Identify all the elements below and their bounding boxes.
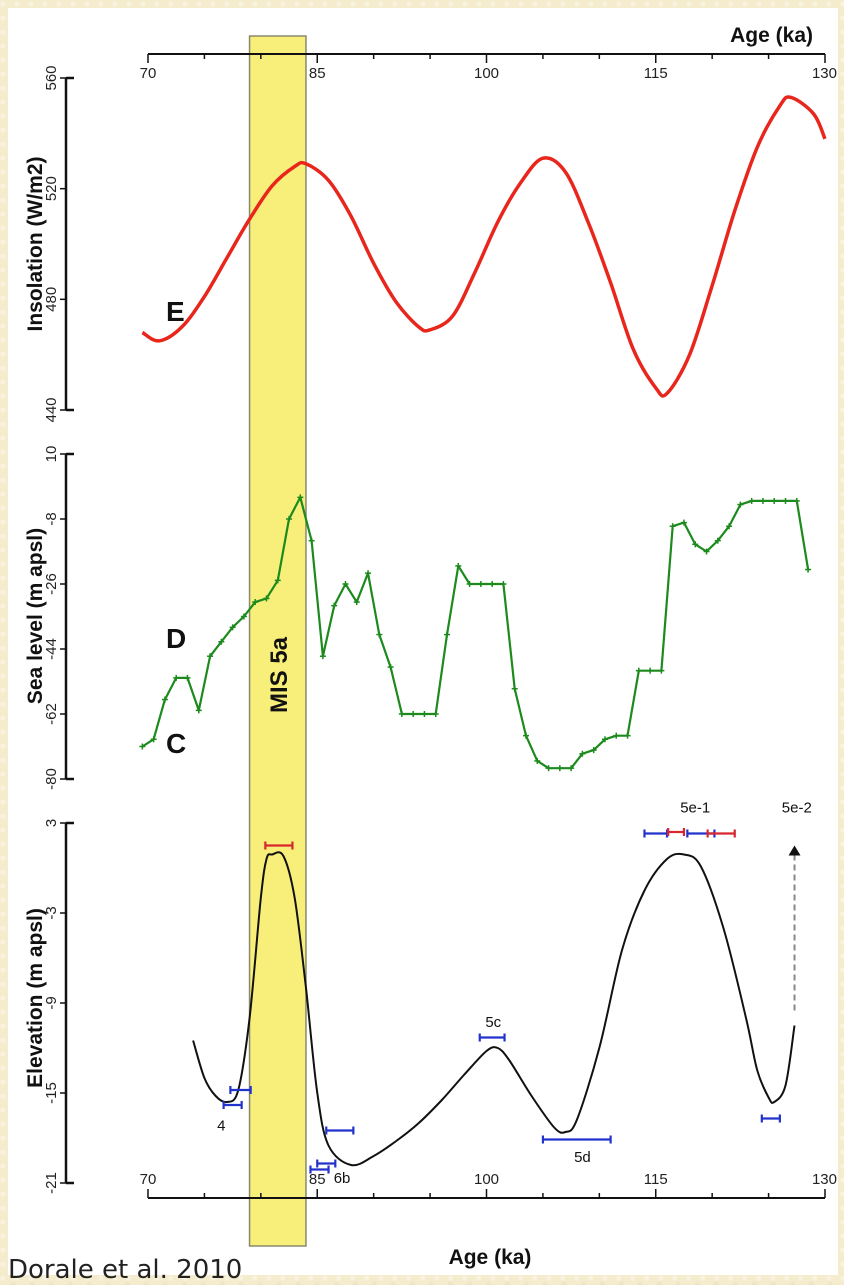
y-tick-label: -62 xyxy=(43,703,60,725)
x-tick-label: 100 xyxy=(474,1171,499,1188)
bottom-x-axis-title: Age (ka) xyxy=(449,1246,532,1269)
top-x-axis: 70 85 100 115 130 xyxy=(140,53,837,82)
y-tick-label: -21 xyxy=(43,1172,60,1194)
x-tick-label: 115 xyxy=(644,65,668,82)
y-tick-label: -44 xyxy=(43,638,60,660)
y-axis-title: Insolation (W/m2) xyxy=(24,157,47,332)
annotation-label: 6b xyxy=(334,1170,351,1187)
y-tick-label: -80 xyxy=(43,768,60,790)
y-tick-label: -15 xyxy=(43,1082,60,1104)
panel-d-sea-level: -80 -62 -44 -26 -8 10 Sea level (m apsl) D xyxy=(24,446,812,790)
x-tick-label: 85 xyxy=(309,1171,326,1188)
x-tick-label: 70 xyxy=(140,65,157,82)
figure-panel: MIS 5a 70 85 100 115 130 Age (ka) 70 85 100 115… xyxy=(8,8,838,1285)
y-tick-label: 3 xyxy=(43,819,60,827)
annotation-label: 5c xyxy=(485,1014,501,1031)
x-tick-label: 100 xyxy=(474,65,499,82)
y-tick-label: -3 xyxy=(43,906,60,919)
series-line xyxy=(141,95,827,398)
y-tick-label: 480 xyxy=(43,287,60,312)
y-tick-label: 440 xyxy=(43,397,60,422)
y-axis-title: Elevation (m apsl) xyxy=(24,908,47,1088)
x-tick-label: 130 xyxy=(812,1171,837,1188)
x-tick-label: 85 xyxy=(309,65,326,82)
y-tick-label: 560 xyxy=(43,65,60,90)
annotation-label: 5e-1 xyxy=(680,800,710,817)
y-tick-label: -26 xyxy=(43,573,60,595)
panel-e-insolation: 440 480 520 560 Insolation (W/m2) E xyxy=(24,65,827,423)
panel-c-elevation: -21 -15 -9 -3 3 Elevation (m apsl) C 4 6b 5c 5d 5e-… xyxy=(24,728,812,1194)
panel-letter: D xyxy=(166,623,186,654)
arrow-head xyxy=(788,845,801,856)
bottom-x-axis: 70 85 100 115 130 xyxy=(140,1171,837,1199)
x-tick-label: 130 xyxy=(812,65,837,82)
series-line xyxy=(192,851,796,1167)
annotation-label: 5d xyxy=(574,1149,591,1166)
citation-credit: Dorale et al. 2010 xyxy=(8,1255,243,1285)
chart-figure: MIS 5a 70 85 100 115 130 Age (ka) 70 85 100 115… xyxy=(24,24,837,1269)
top-x-axis-title: Age (ka) xyxy=(730,24,813,47)
y-axis-title: Sea level (m apsl) xyxy=(24,528,47,704)
x-tick-label: 70 xyxy=(140,1171,157,1188)
x-tick-label: 115 xyxy=(644,1171,668,1188)
panel-letter: C xyxy=(166,728,186,759)
panel-letter: E xyxy=(166,296,185,327)
y-tick-label: 10 xyxy=(43,446,60,463)
y-tick-label: -9 xyxy=(43,996,60,1009)
y-tick-label: 520 xyxy=(43,176,60,201)
mis-highlight-band xyxy=(248,35,307,1247)
series-line xyxy=(141,496,810,770)
y-tick-label: -8 xyxy=(43,512,60,525)
mis-label: MIS 5a xyxy=(266,636,293,713)
annotation-label: 4 xyxy=(217,1118,225,1135)
annotation-label: 5e-2 xyxy=(782,800,812,817)
